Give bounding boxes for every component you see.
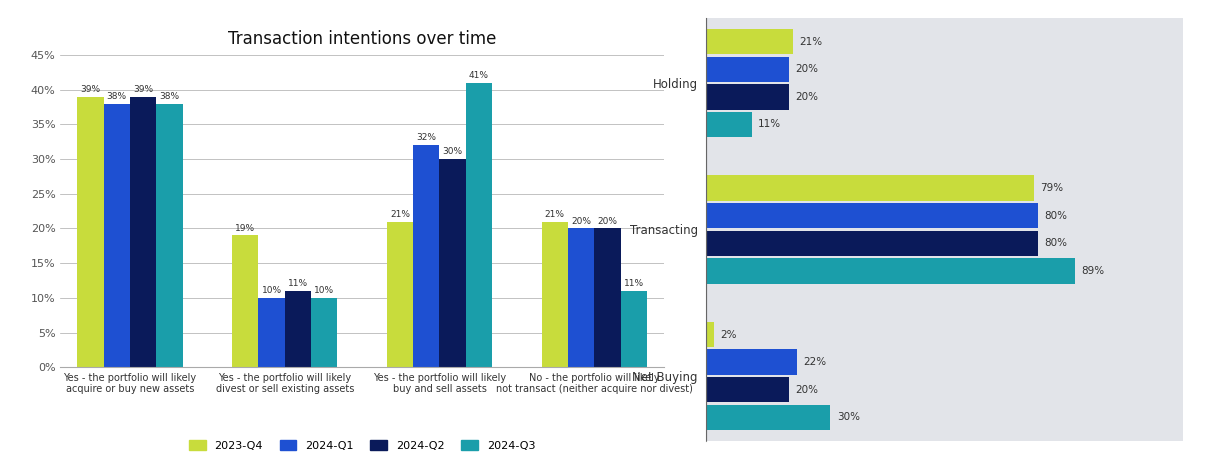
Text: 38%: 38% (106, 92, 127, 101)
Text: 11%: 11% (624, 279, 643, 288)
Text: 79%: 79% (1039, 183, 1063, 193)
Text: 30%: 30% (443, 147, 462, 157)
Bar (413, 145, 439, 367)
Text: 22%: 22% (804, 357, 827, 367)
Bar (466, 83, 492, 367)
Text: 80%: 80% (1044, 211, 1067, 221)
Bar (104, 104, 130, 367)
Bar (706, 84, 789, 110)
Bar (156, 104, 182, 367)
Bar (130, 97, 156, 367)
Text: 20%: 20% (795, 92, 818, 102)
Text: 32%: 32% (416, 134, 436, 142)
Legend: 2023-Q4, 2024-Q1, 2024-Q2, 2024-Q3: 2023-Q4, 2024-Q1, 2024-Q2, 2024-Q3 (185, 436, 540, 455)
Text: 80%: 80% (1044, 238, 1067, 248)
Bar (706, 29, 793, 55)
Bar (387, 222, 413, 367)
Bar (594, 229, 620, 367)
Text: 30%: 30% (836, 412, 859, 422)
Bar (706, 377, 789, 403)
Text: 2%: 2% (721, 330, 737, 340)
Bar (542, 222, 568, 367)
Bar (232, 235, 258, 367)
Text: 10%: 10% (262, 286, 281, 295)
Text: 20%: 20% (571, 217, 591, 226)
Text: 20%: 20% (795, 385, 818, 395)
Text: 38%: 38% (159, 92, 180, 101)
Bar (311, 298, 337, 367)
Bar (706, 258, 1075, 284)
Title: Transaction intentions over time: Transaction intentions over time (228, 30, 496, 48)
Text: 41%: 41% (470, 71, 489, 80)
Bar (706, 322, 715, 347)
Bar (439, 159, 466, 367)
Text: 89%: 89% (1081, 266, 1104, 276)
Text: 21%: 21% (390, 210, 410, 219)
Text: 20%: 20% (795, 64, 818, 74)
Bar (706, 203, 1038, 229)
Bar (706, 404, 830, 430)
Bar (258, 298, 285, 367)
Bar (620, 291, 647, 367)
Text: 11%: 11% (758, 119, 781, 129)
Text: 11%: 11% (287, 279, 308, 288)
Text: 21%: 21% (799, 37, 822, 47)
Text: 20%: 20% (597, 217, 617, 226)
Bar (285, 291, 311, 367)
Text: 39%: 39% (133, 85, 153, 94)
Text: 19%: 19% (235, 224, 256, 233)
Bar (77, 97, 104, 367)
Bar (706, 230, 1038, 256)
Text: 21%: 21% (544, 210, 565, 219)
Bar (706, 175, 1033, 201)
Bar (706, 349, 798, 375)
Bar (706, 112, 752, 137)
Bar (706, 56, 789, 82)
Text: 39%: 39% (81, 85, 100, 94)
Bar (568, 229, 594, 367)
Text: 10%: 10% (314, 286, 334, 295)
